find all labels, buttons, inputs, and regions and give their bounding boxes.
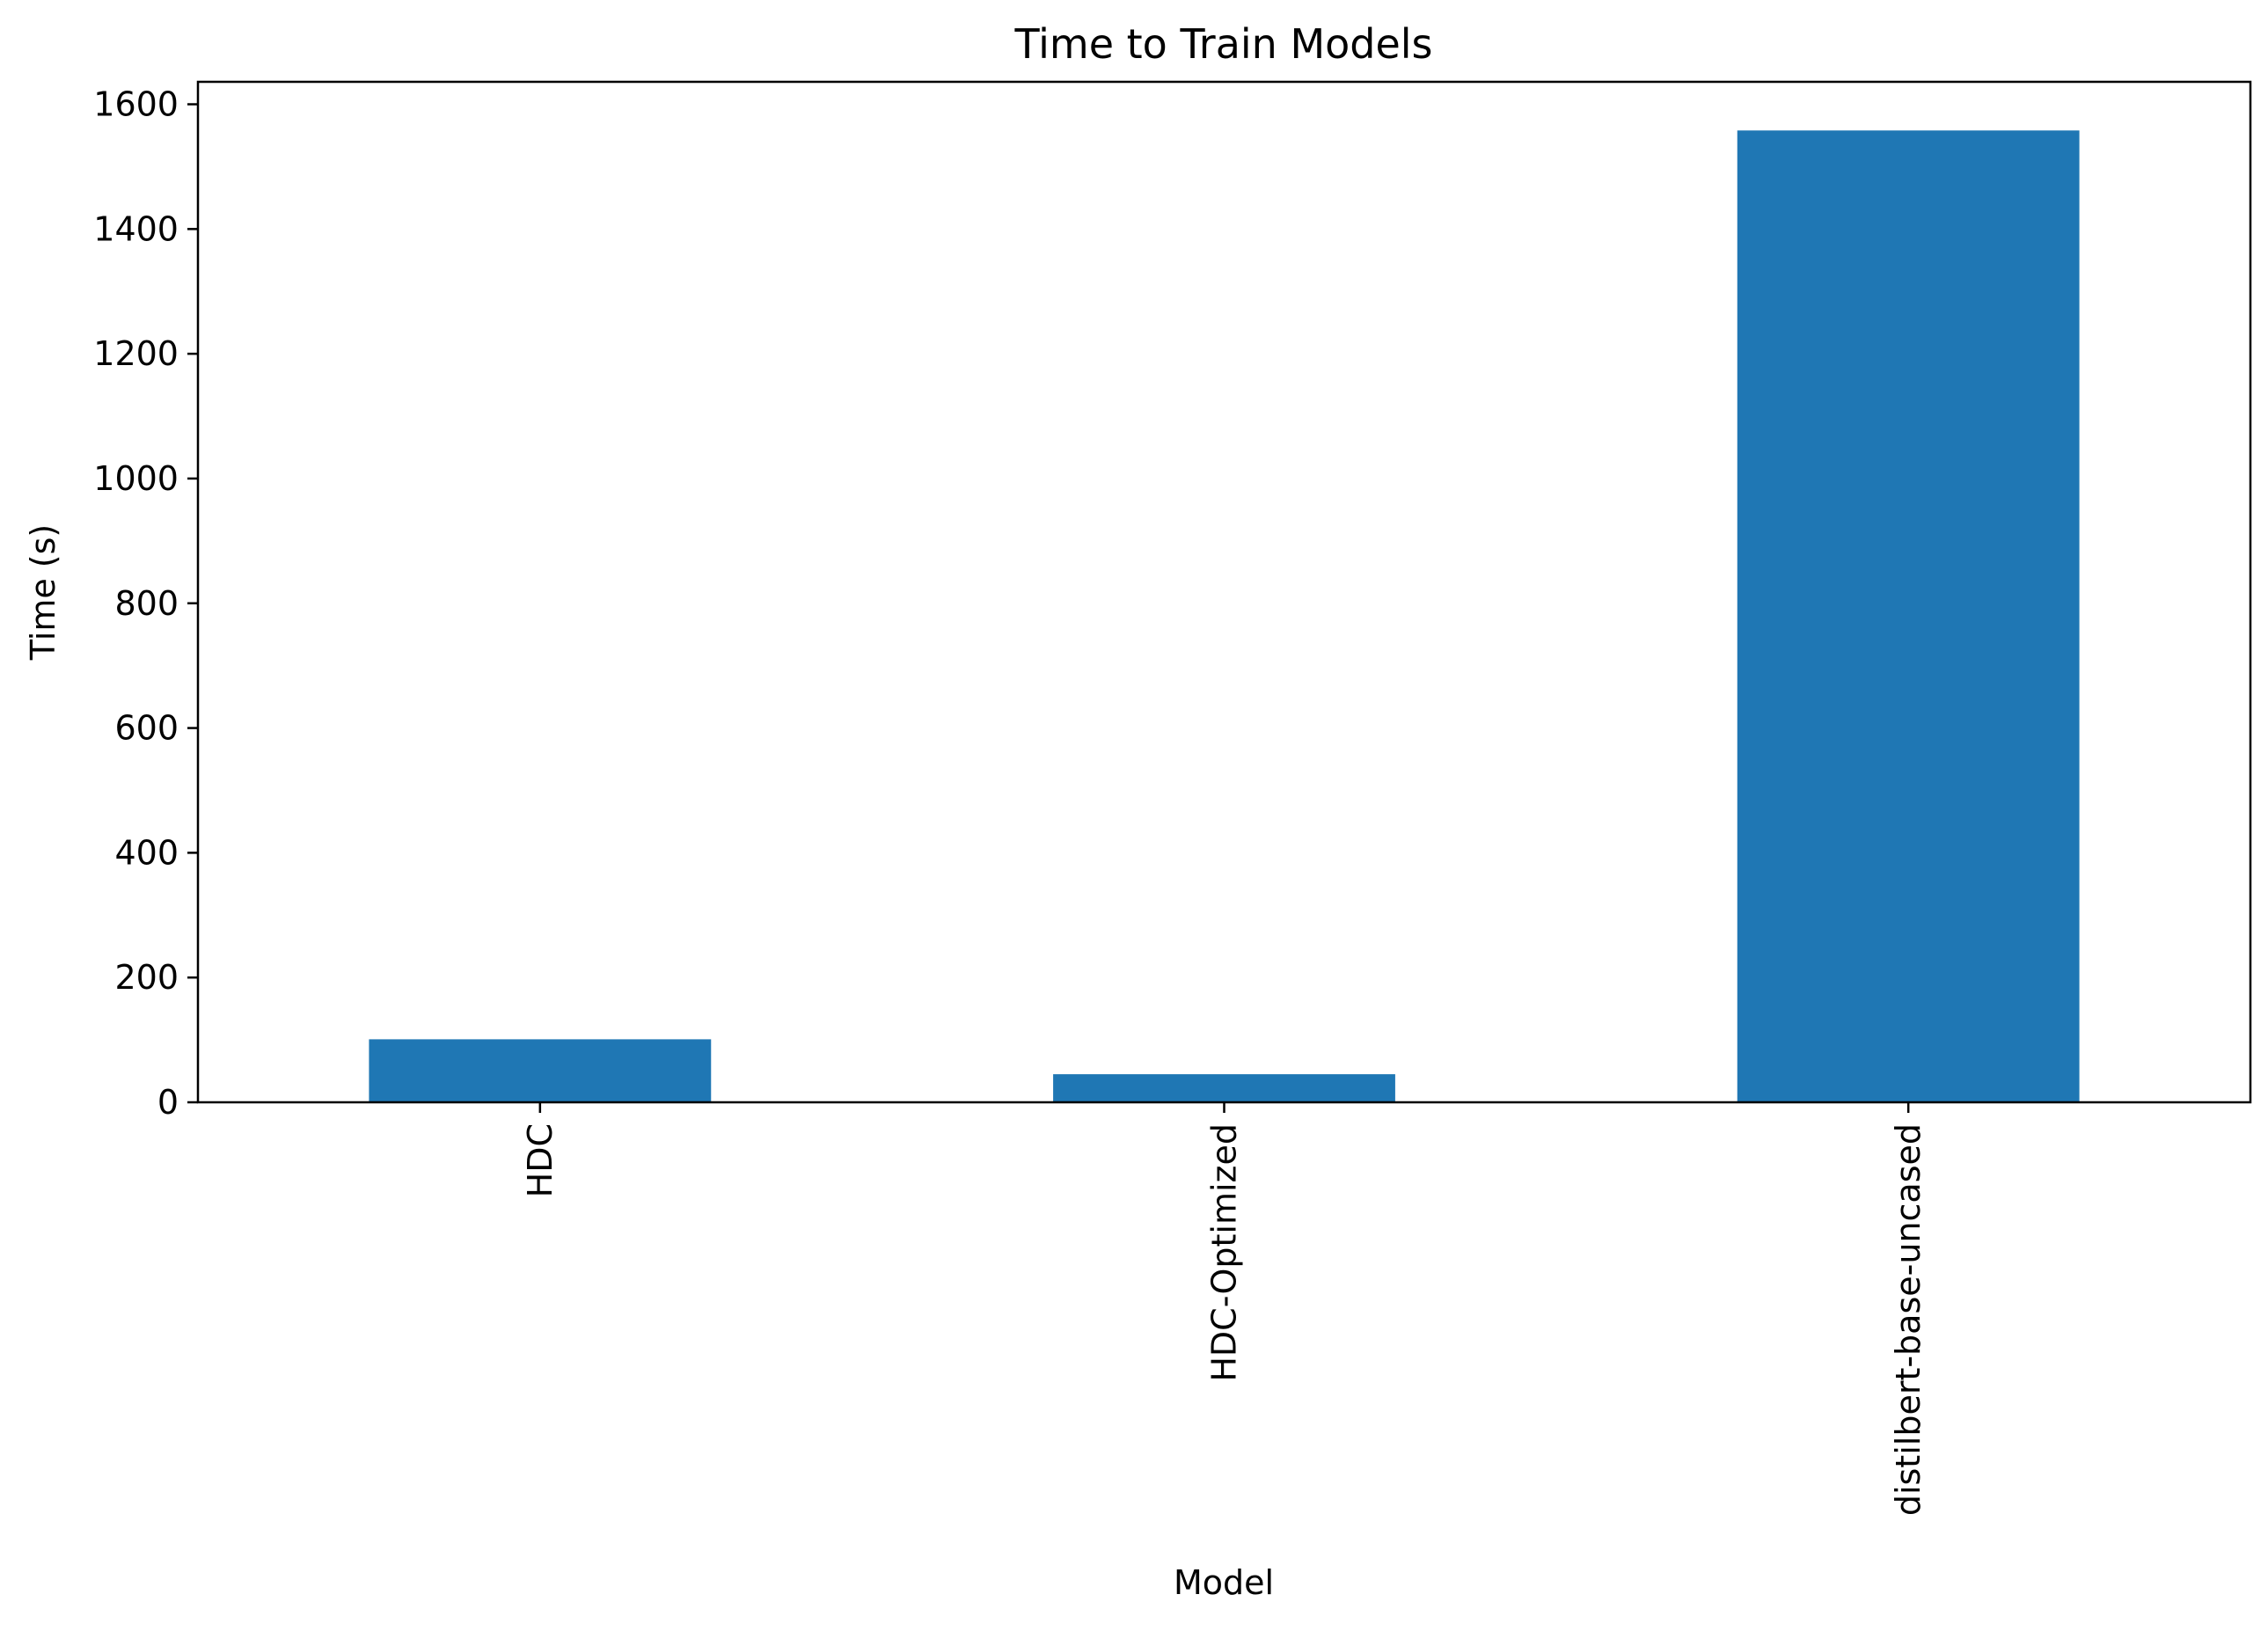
chart-title: Time to Train Models [1013, 20, 1432, 68]
x-axis-ticks: HDC HDC-Optimized distilbert-base-uncased [521, 1102, 1928, 1516]
x-axis-label: Model [1174, 1563, 1274, 1602]
x-tick-label: HDC [521, 1123, 560, 1197]
y-tick-label: 1000 [93, 459, 179, 498]
y-tick-label: 1400 [93, 209, 179, 248]
y-tick-label: 600 [114, 709, 179, 748]
bar-hdc [369, 1039, 712, 1102]
y-tick-label: 400 [114, 833, 179, 872]
bars-group [369, 130, 2080, 1102]
x-tick-label: HDC-Optimized [1205, 1123, 1244, 1382]
bar-hdc-optimized [1053, 1074, 1395, 1102]
bar-distilbert-base-uncased [1737, 130, 2080, 1102]
y-tick-label: 1600 [93, 85, 179, 124]
y-tick-label: 200 [114, 958, 179, 997]
y-tick-label: 1200 [93, 334, 179, 373]
x-tick-label: distilbert-base-uncased [1889, 1123, 1928, 1516]
y-tick-label: 800 [114, 584, 179, 623]
y-tick-label: 0 [157, 1083, 179, 1122]
y-axis-ticks: 0 200 400 600 800 1000 1200 1400 1600 [93, 85, 198, 1122]
y-axis-label: Time (s) [24, 524, 62, 662]
